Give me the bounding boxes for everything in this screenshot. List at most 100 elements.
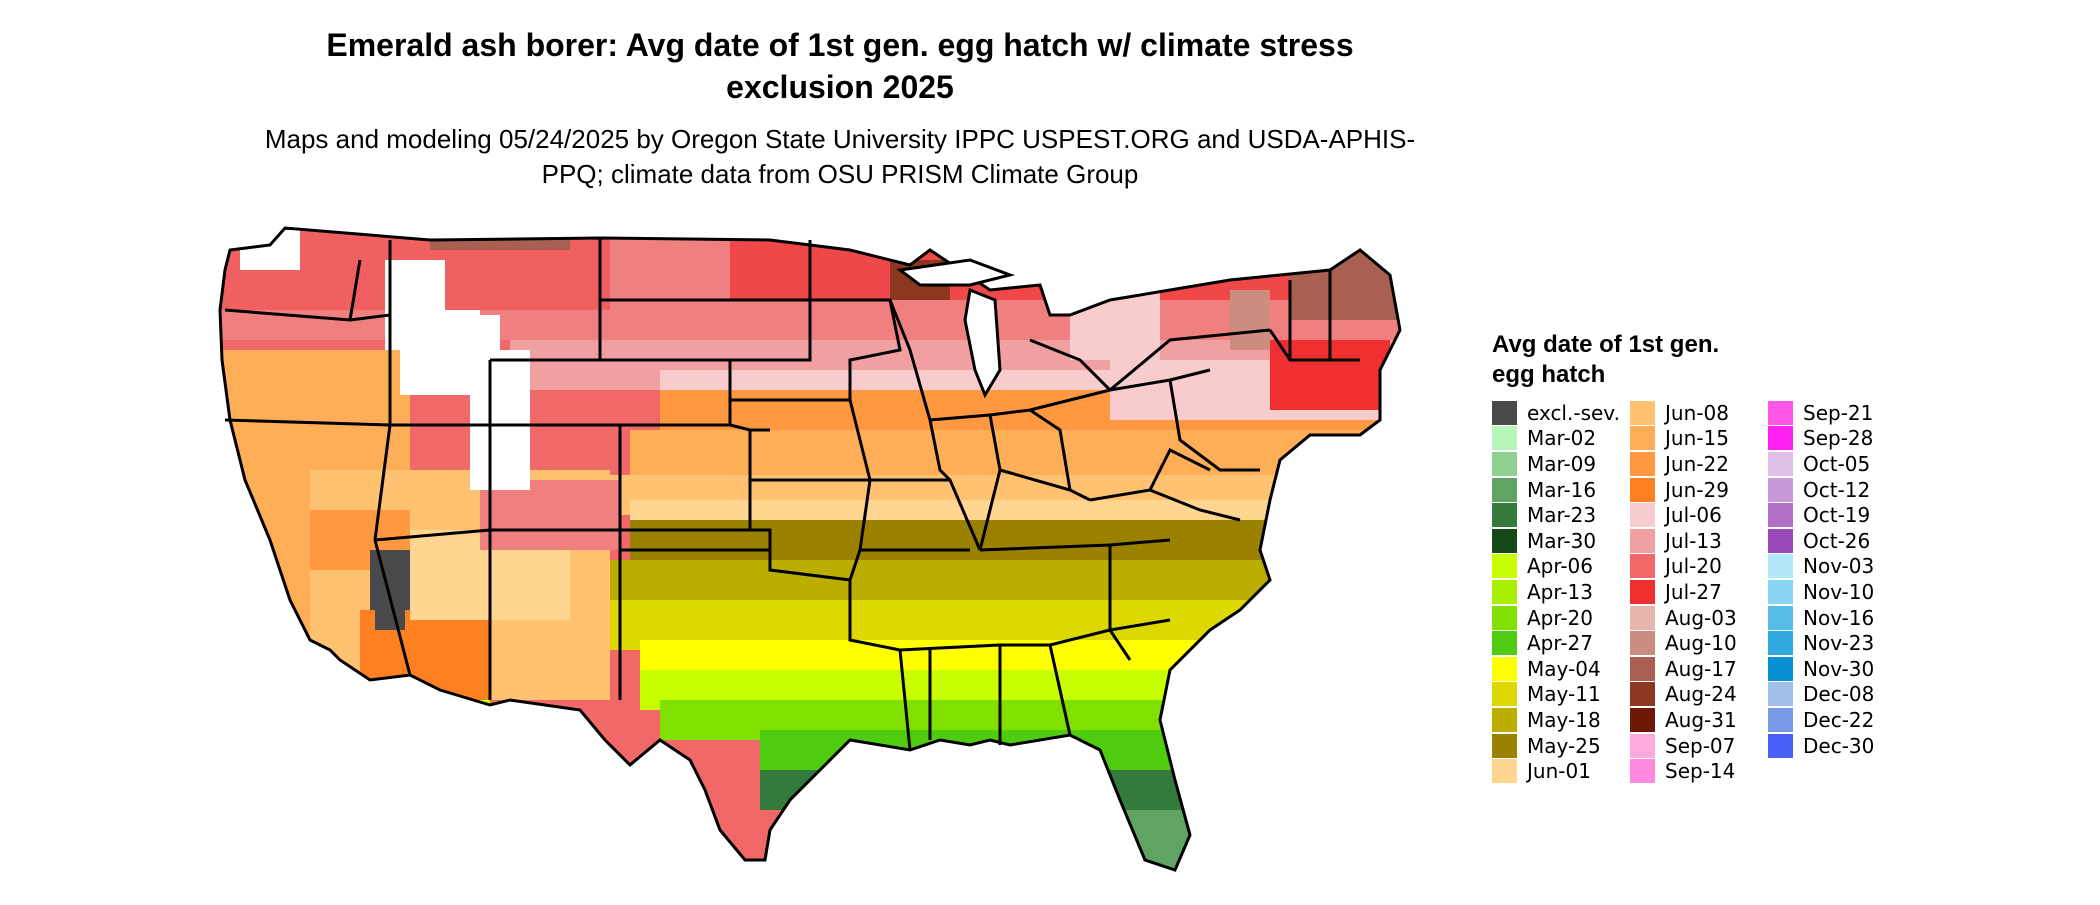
legend-item: Apr-13 xyxy=(1492,579,1630,605)
legend-swatch xyxy=(1492,733,1517,758)
legend-label: Nov-23 xyxy=(1803,631,1875,656)
legend-label: Aug-24 xyxy=(1665,682,1737,707)
legend-swatch xyxy=(1630,503,1655,528)
legend-swatch xyxy=(1492,528,1517,553)
legend-swatch xyxy=(1768,477,1793,502)
legend-label: Oct-05 xyxy=(1803,451,1871,476)
legend-label: Aug-17 xyxy=(1665,656,1737,681)
legend-item: Apr-06 xyxy=(1492,554,1630,580)
legend-label: Dec-22 xyxy=(1803,707,1875,732)
legend-label: May-18 xyxy=(1527,707,1601,732)
legend-label: Apr-06 xyxy=(1527,554,1593,579)
legend-column: Jun-08 Jun-15 Jun-22 Jun-29 Jul-06 Jul-13 Jul-… xyxy=(1630,400,1768,784)
legend-swatch xyxy=(1768,503,1793,528)
legend-item: Nov-16 xyxy=(1768,605,1906,631)
legend-item: Jul-27 xyxy=(1630,579,1768,605)
legend-item: Jun-15 xyxy=(1630,426,1768,452)
legend-item: Jul-13 xyxy=(1630,528,1768,554)
legend-swatch xyxy=(1630,605,1655,630)
legend-label: Sep-07 xyxy=(1665,733,1736,758)
legend-label: Sep-28 xyxy=(1803,426,1874,451)
legend-label: Aug-10 xyxy=(1665,631,1737,656)
legend-item: Oct-26 xyxy=(1768,528,1906,554)
legend-item: May-11 xyxy=(1492,682,1630,708)
legend-column: Sep-21 Sep-28 Oct-05 Oct-12 Oct-19 Oct-26 Nov-… xyxy=(1768,400,1906,784)
legend-swatch xyxy=(1768,451,1793,476)
legend-label: Nov-16 xyxy=(1803,605,1875,630)
legend-item: Aug-10 xyxy=(1630,630,1768,656)
legend-label: May-04 xyxy=(1527,656,1601,681)
legend-item: Aug-17 xyxy=(1630,656,1768,682)
legend-label: May-25 xyxy=(1527,733,1601,758)
legend-label: Oct-26 xyxy=(1803,528,1871,553)
legend-swatch xyxy=(1630,631,1655,656)
legend-item: Dec-22 xyxy=(1768,707,1906,733)
state-boundaries xyxy=(224,238,1360,751)
legend-title: Avg date of 1st gen. egg hatch xyxy=(1492,331,1720,388)
legend-item: Jul-20 xyxy=(1630,554,1768,580)
legend-item: Jun-01 xyxy=(1492,758,1630,784)
legend-swatch xyxy=(1768,579,1793,604)
legend-item: Nov-03 xyxy=(1768,554,1906,580)
legend-swatch xyxy=(1768,707,1793,732)
legend-item: Mar-30 xyxy=(1492,528,1630,554)
legend-swatch xyxy=(1492,579,1517,604)
legend-label: Apr-27 xyxy=(1527,631,1593,656)
legend-item: Jul-06 xyxy=(1630,502,1768,528)
legend-label: Mar-16 xyxy=(1527,477,1597,502)
legend-item: excl.-sev. xyxy=(1492,400,1630,426)
legend-swatch xyxy=(1492,503,1517,528)
legend-label: Apr-13 xyxy=(1527,579,1593,604)
legend-item: Oct-05 xyxy=(1768,451,1906,477)
legend-swatch xyxy=(1768,631,1793,656)
legend-item: May-04 xyxy=(1492,656,1630,682)
legend-swatch xyxy=(1492,554,1517,579)
legend-label: Nov-30 xyxy=(1803,656,1875,681)
legend-swatch xyxy=(1492,656,1517,681)
legend-item: Jun-29 xyxy=(1630,477,1768,503)
us-map xyxy=(210,220,1460,900)
legend-swatch xyxy=(1768,605,1793,630)
legend-label: excl.-sev. xyxy=(1527,400,1620,425)
legend-swatch xyxy=(1492,605,1517,630)
legend-item: Nov-30 xyxy=(1768,656,1906,682)
legend-label: Jun-08 xyxy=(1665,400,1729,425)
legend-swatch xyxy=(1768,656,1793,681)
legend-swatch xyxy=(1630,426,1655,451)
legend-item: Sep-14 xyxy=(1630,758,1768,784)
legend-label: Aug-31 xyxy=(1665,707,1737,732)
legend-swatch xyxy=(1768,682,1793,707)
legend-swatch xyxy=(1492,400,1517,425)
great-lakes xyxy=(896,258,1016,399)
legend: Avg date of 1st gen. egg hatch excl.-sev… xyxy=(1492,330,2092,784)
legend-swatch xyxy=(1630,477,1655,502)
legend-item: Mar-16 xyxy=(1492,477,1630,503)
legend-item: May-25 xyxy=(1492,733,1630,759)
legend-swatch xyxy=(1768,426,1793,451)
legend-item: Jun-22 xyxy=(1630,451,1768,477)
us-outline xyxy=(218,226,1402,872)
legend-swatch xyxy=(1492,451,1517,476)
legend-item: Nov-23 xyxy=(1768,630,1906,656)
legend-item: Jun-08 xyxy=(1630,400,1768,426)
legend-label: Mar-30 xyxy=(1527,528,1597,553)
legend-item: Nov-10 xyxy=(1768,579,1906,605)
legend-label: Oct-19 xyxy=(1803,503,1871,528)
map-title: Emerald ash borer: Avg date of 1st gen. … xyxy=(326,27,1354,105)
legend-label: Aug-03 xyxy=(1665,605,1737,630)
legend-swatch xyxy=(1492,707,1517,732)
legend-columns: excl.-sev. Mar-02 Mar-09 Mar-16 Mar-23 Mar-30… xyxy=(1492,400,2092,784)
map-fill xyxy=(220,228,1400,870)
legend-swatch xyxy=(1768,733,1793,758)
legend-label: Nov-10 xyxy=(1803,579,1875,604)
legend-label: Sep-21 xyxy=(1803,400,1874,425)
legend-label: Jul-27 xyxy=(1665,579,1722,604)
legend-item: Sep-21 xyxy=(1768,400,1906,426)
legend-item: Aug-31 xyxy=(1630,707,1768,733)
legend-label: Apr-20 xyxy=(1527,605,1593,630)
legend-item: Oct-12 xyxy=(1768,477,1906,503)
legend-label: Oct-12 xyxy=(1803,477,1871,502)
legend-label: Sep-14 xyxy=(1665,759,1736,784)
legend-swatch xyxy=(1492,426,1517,451)
legend-item: Mar-02 xyxy=(1492,426,1630,452)
